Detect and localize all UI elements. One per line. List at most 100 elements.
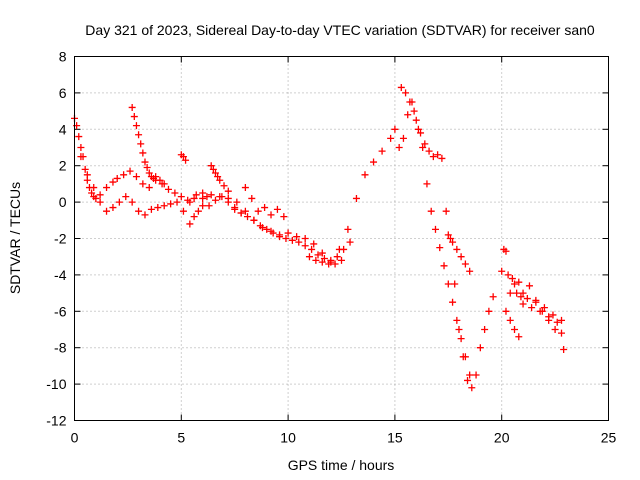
data-point <box>525 282 533 290</box>
y-tick-label: 8 <box>59 49 67 65</box>
data-point <box>269 229 277 237</box>
data-point <box>331 260 339 268</box>
y-tick-label: -2 <box>54 231 67 247</box>
data-point <box>75 133 83 141</box>
series-late-cluster <box>498 245 568 354</box>
data-point <box>248 194 256 202</box>
data-point <box>186 220 194 228</box>
data-point <box>438 154 446 162</box>
data-point <box>109 178 117 186</box>
data-point <box>145 184 153 192</box>
data-point <box>485 307 493 315</box>
data-point <box>207 191 215 199</box>
data-point <box>261 204 269 212</box>
data-point <box>513 289 521 297</box>
data-point <box>553 318 561 326</box>
x-tick-label: 20 <box>494 430 510 446</box>
data-point <box>320 255 328 263</box>
data-point <box>404 111 412 119</box>
data-point <box>538 307 546 315</box>
data-point <box>122 193 130 201</box>
data-point <box>130 113 138 121</box>
data-point <box>145 169 153 177</box>
data-point <box>171 189 179 197</box>
data-point <box>551 326 559 333</box>
data-point <box>132 173 140 181</box>
data-point <box>545 316 553 324</box>
data-point <box>444 231 452 239</box>
data-point <box>256 222 264 230</box>
data-point <box>88 189 96 197</box>
data-point <box>378 147 386 155</box>
data-point <box>160 202 168 210</box>
data-point <box>395 144 403 151</box>
series-descending-branches <box>397 83 474 379</box>
data-point <box>194 207 202 215</box>
data-point <box>352 194 360 202</box>
data-point <box>519 289 527 297</box>
data-point <box>205 202 213 210</box>
data-point <box>137 140 145 148</box>
data-point <box>160 180 168 188</box>
data-point <box>128 198 136 206</box>
data-point <box>288 236 296 244</box>
data-point <box>440 262 448 270</box>
data-point <box>241 207 249 215</box>
data-point <box>224 198 232 206</box>
data-point <box>399 134 407 142</box>
data-point <box>442 207 450 215</box>
data-point <box>506 316 514 324</box>
data-point <box>190 194 198 202</box>
data-point <box>457 253 465 261</box>
data-point <box>519 300 527 308</box>
data-point <box>472 371 480 379</box>
data-point <box>310 240 318 248</box>
data-point <box>135 131 143 139</box>
data-point <box>115 198 123 206</box>
data-point <box>434 151 442 159</box>
data-point <box>502 247 510 255</box>
data-point <box>515 333 523 341</box>
data-point <box>417 129 425 137</box>
data-point <box>397 83 405 91</box>
data-point <box>511 280 519 288</box>
data-point <box>231 205 239 213</box>
data-point <box>528 304 536 312</box>
data-point <box>476 344 484 352</box>
data-point <box>506 289 514 297</box>
data-point <box>325 260 333 268</box>
data-point <box>431 225 439 233</box>
data-point <box>216 176 224 184</box>
y-tick-label: -12 <box>46 413 66 429</box>
data-point <box>314 251 322 259</box>
data-point <box>340 245 348 253</box>
data-point <box>558 329 566 337</box>
data-point <box>96 198 104 206</box>
y-tick-label: 2 <box>59 158 67 174</box>
data-point <box>387 134 395 142</box>
data-point <box>220 182 228 190</box>
data-point <box>318 249 326 257</box>
data-point <box>540 304 548 312</box>
data-point <box>244 213 252 221</box>
data-point <box>141 211 149 219</box>
plot-frame <box>74 56 609 421</box>
series-upper-branches <box>128 103 232 195</box>
data-point <box>523 295 531 303</box>
data-point <box>402 89 410 97</box>
data-point <box>293 233 301 241</box>
data-point <box>391 125 399 133</box>
data-point <box>370 158 378 166</box>
data-point <box>464 376 472 384</box>
data-point <box>429 153 437 161</box>
x-tick-label: 5 <box>177 430 185 446</box>
data-point <box>412 116 420 124</box>
data-point <box>92 194 100 202</box>
data-point <box>455 326 463 333</box>
data-point <box>305 253 313 261</box>
data-point <box>436 244 444 252</box>
data-point <box>312 256 320 264</box>
data-point <box>515 278 523 286</box>
data-point <box>466 267 474 275</box>
